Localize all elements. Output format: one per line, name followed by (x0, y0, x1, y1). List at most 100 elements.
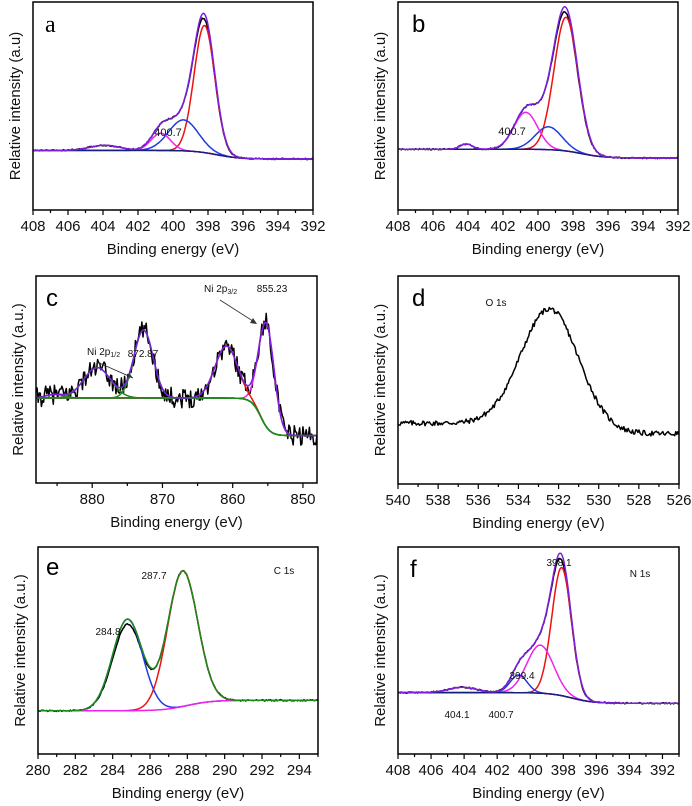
x-tick-label: 396 (230, 218, 255, 235)
x-axis-title: Binding energy (eV) (107, 241, 240, 258)
x-axis-title: Binding energy (eV) (472, 241, 605, 258)
panel-f: 408 406 404 402 400 398 396 394 392 Binding energ… (372, 546, 680, 802)
panel-e: 280 282 284 286 288 290 292 294 Binding energy (… (12, 546, 319, 802)
x-tick-label: 398 (560, 218, 585, 235)
series-peak-399.4 (398, 644, 679, 705)
plot-frame (397, 275, 680, 485)
arrow-ni2p12 (96, 361, 134, 379)
series-peak-sat (398, 143, 678, 159)
annotation-label: 400.7 (498, 126, 526, 138)
plot-frame (37, 546, 319, 755)
x-tick-label: 402 (485, 762, 510, 779)
x-tick-label: 392 (300, 218, 325, 235)
x-tick-label: 280 (25, 762, 50, 779)
panel-c: 880 870 860 850 Binding energy (eV) Relative … (10, 275, 318, 531)
x-tick-label: 850 (290, 491, 315, 508)
y-axis-title: Relative intensity (a.u.) (372, 304, 389, 457)
plot-area (38, 569, 318, 713)
y-axis-title: Relative intensity (a.u.) (12, 574, 29, 727)
series-envelope (398, 552, 679, 705)
x-tick-label: 406 (55, 218, 80, 235)
x-tick-label: 880 (80, 491, 105, 508)
x-tick-label: 398 (195, 218, 220, 235)
panel-letter: e (46, 554, 59, 581)
arrow-ni2p32 (219, 299, 257, 324)
x-axis-title: Binding energy (eV) (110, 514, 243, 531)
series-raw (398, 306, 679, 437)
annotation-label: C 1s (274, 566, 295, 577)
panel-a: 408 406 404 402 400 398 396 394 392 Binding energ… (7, 1, 326, 258)
x-axis-title: Binding energy (eV) (472, 515, 605, 532)
x-tick-label: 294 (287, 762, 312, 779)
panel-letter: c (46, 285, 58, 312)
series-peak-red (398, 16, 678, 159)
series-peak-C-C (38, 618, 318, 712)
x-tick-label: 394 (617, 762, 642, 779)
annotation-label: Ni 2p1/2 (87, 347, 120, 359)
annotation-label: 872.87 (128, 349, 159, 360)
series-peak-magenta (398, 111, 678, 159)
x-tick-label: 536 (466, 492, 491, 509)
panel-letter: a (45, 12, 56, 38)
series-baseline (398, 691, 679, 705)
annotation-label: Ni 2p3/2 (204, 284, 237, 296)
series-baseline (398, 148, 678, 159)
x-tick-label: 286 (137, 762, 162, 779)
annotation-label: 399.4 (509, 671, 534, 682)
annotation-label: 400.7 (154, 127, 182, 139)
x-tick-label: 532 (546, 492, 571, 509)
x-tick-label: 406 (419, 762, 444, 779)
x-tick-label: 860 (220, 491, 245, 508)
x-tick-label: 408 (20, 218, 45, 235)
plot-frame (397, 1, 679, 211)
x-tick-label: 392 (665, 218, 690, 235)
x-axis-title: Binding energy (eV) (112, 785, 245, 802)
x-axis-title: Binding energy (eV) (472, 785, 605, 802)
arrow-head (250, 318, 257, 324)
x-tick-label: 534 (506, 492, 531, 509)
x-tick-label: 538 (426, 492, 451, 509)
annotation-label: 287.7 (141, 571, 166, 582)
x-tick-label: 540 (385, 492, 410, 509)
x-tick-label: 290 (212, 762, 237, 779)
x-tick-label: 530 (586, 492, 611, 509)
annotation-label: 400.7 (488, 710, 513, 721)
series-baseline (36, 397, 317, 437)
series-peak-404.1 (398, 686, 679, 705)
series-envelope (398, 5, 678, 159)
x-tick-label: 528 (626, 492, 651, 509)
panel-letter: d (412, 285, 425, 312)
panel-letter: f (410, 556, 417, 583)
plot-frame (397, 546, 680, 755)
x-tick-label: 398 (551, 762, 576, 779)
x-tick-label: 392 (650, 762, 675, 779)
series-envelope (36, 321, 317, 437)
x-tick-label: 404 (452, 762, 477, 779)
x-tick-label: 282 (63, 762, 88, 779)
x-tick-label: 292 (249, 762, 274, 779)
plot-frame (32, 1, 314, 211)
plot-area (398, 306, 679, 437)
series-raw (38, 569, 318, 713)
x-tick-label: 394 (265, 218, 290, 235)
x-tick-label: 400 (518, 762, 543, 779)
x-tick-label: 870 (150, 491, 175, 508)
x-tick-label: 404 (455, 218, 480, 235)
plot-area (36, 312, 317, 446)
plot-area (33, 12, 313, 161)
x-tick-label: 394 (630, 218, 655, 235)
plot-frame (35, 275, 318, 484)
plot-area (398, 552, 679, 705)
series-raw (398, 557, 679, 705)
x-tick-label: 402 (125, 218, 150, 235)
panel-d: 540 538 536 534 532 530 528 526 Binding energy (… (372, 275, 692, 532)
annotation-label: N 1s (630, 569, 651, 580)
x-tick-label: 396 (584, 762, 609, 779)
series-raw (398, 11, 678, 160)
series-baseline (33, 149, 313, 160)
x-tick-label: 284 (100, 762, 125, 779)
x-tick-label: 526 (666, 492, 691, 509)
x-tick-label: 288 (175, 762, 200, 779)
x-tick-label: 406 (420, 218, 445, 235)
